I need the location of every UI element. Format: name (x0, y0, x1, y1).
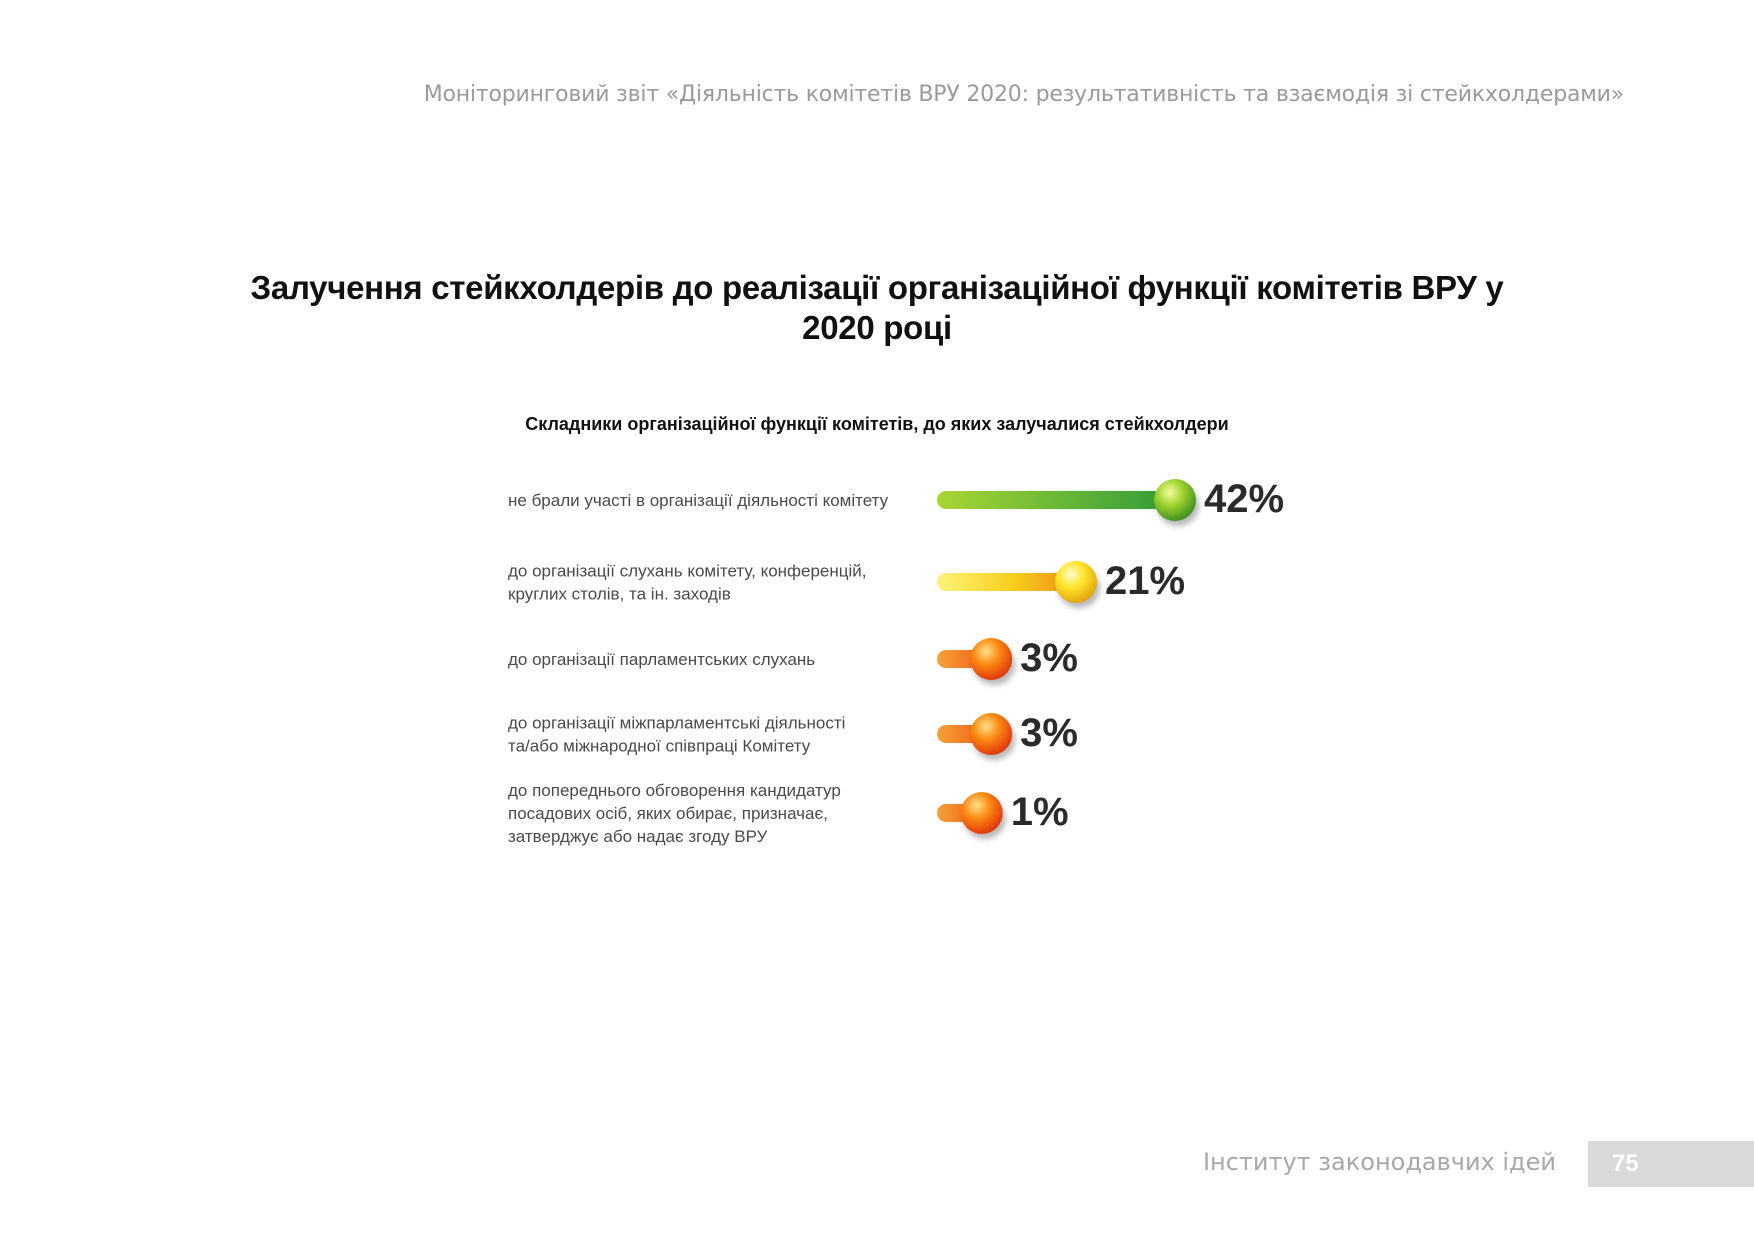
value-label: 21% (1105, 559, 1185, 603)
footer-institute: Інститут законодавчих ідей (1202, 1148, 1556, 1176)
category-label: до організації слухань комітету, конфере… (508, 562, 867, 604)
bar-ball (1154, 479, 1196, 521)
value-label: 42% (1204, 477, 1284, 521)
bar (937, 573, 1076, 591)
chart-row: до організації парламентських слухань 3% (508, 636, 1078, 685)
chart-row: не брали участі в організації діяльності… (508, 477, 1284, 526)
bar (937, 491, 1175, 509)
value-label: 3% (1020, 636, 1078, 680)
category-label: не брали участі в організації діяльності… (508, 491, 889, 510)
chart-subtitle: Складники організаційної функції комітет… (525, 414, 1229, 434)
page-title: Залучення стейкхолдерів до реалізації ор… (250, 269, 1504, 346)
bar-ball (960, 792, 1003, 834)
category-label: до попереднього обговорення кандидатур по… (508, 781, 841, 846)
chart-row: до організації міжпарламентські діяльнос… (508, 711, 1078, 760)
value-label: 3% (1020, 711, 1078, 755)
bar-ball (1055, 561, 1097, 603)
category-label: до організації міжпарламентські діяльнос… (508, 714, 845, 756)
chart-row: до організації слухань комітету, конфере… (508, 559, 1185, 608)
page-number-box: 75 (1588, 1141, 1754, 1187)
category-label: до організації парламентських слухань (508, 650, 815, 669)
running-header: Моніторинговий звіт «Діяльність комітеті… (423, 82, 1624, 107)
page-number: 75 (1612, 1150, 1639, 1177)
value-label: 1% (1011, 790, 1069, 834)
chart-row: до попереднього обговорення кандидатур по… (508, 781, 1069, 846)
bar-ball (970, 713, 1013, 755)
bar-ball (970, 638, 1013, 680)
